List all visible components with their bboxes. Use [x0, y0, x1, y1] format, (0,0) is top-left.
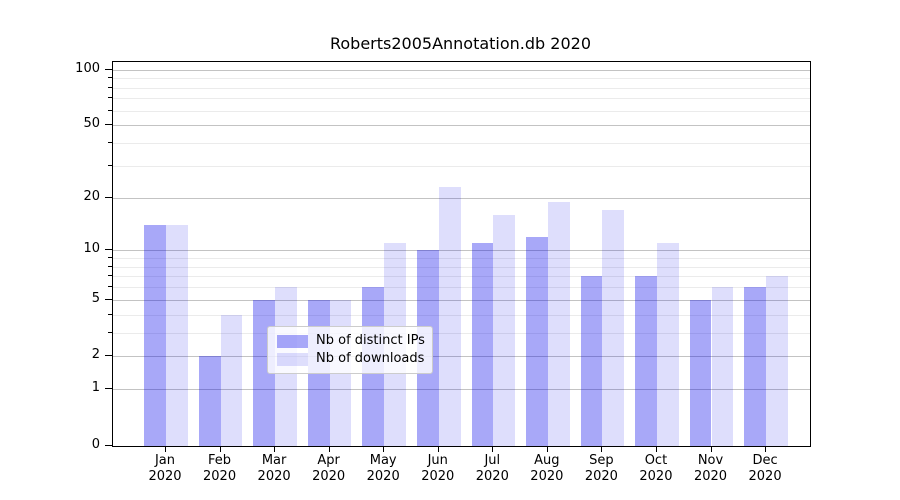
- y-minor-tick-mark: [108, 331, 112, 333]
- x-tick-label: Aug 2020: [530, 453, 564, 484]
- x-tick-label: Feb 2020: [203, 453, 237, 484]
- y-minor-tick-mark: [108, 142, 112, 144]
- y-minor-tick-mark: [108, 165, 112, 166]
- y-minor-gridline: [113, 266, 810, 268]
- x-tick-mark: [328, 446, 330, 452]
- x-tick-label: Jun 2020: [421, 453, 455, 484]
- y-minor-tick-mark: [108, 109, 112, 111]
- y-minor-gridline: [113, 98, 810, 100]
- y-minor-gridline: [113, 87, 810, 89]
- bar-downloads: [766, 276, 788, 446]
- bar-downloads: [166, 225, 188, 446]
- x-tick-label: Oct 2020: [639, 453, 673, 484]
- x-tick-mark: [765, 446, 767, 452]
- bar-downloads: [656, 243, 679, 446]
- x-tick-mark: [601, 446, 603, 452]
- y-minor-gridline: [113, 287, 810, 289]
- x-tick-label: Apr 2020: [312, 453, 346, 484]
- y-major-gridline: [113, 197, 810, 199]
- bar-downloads: [493, 214, 516, 446]
- bar-downloads: [711, 287, 734, 446]
- legend-row: Nb of downloads: [277, 351, 424, 367]
- y-minor-tick-mark: [108, 77, 112, 79]
- y-minor-gridline: [113, 78, 810, 80]
- x-tick-mark: [655, 446, 657, 452]
- bar-distinct-ips: [635, 276, 657, 446]
- x-tick-label: Jan 2020: [148, 453, 182, 484]
- y-tick-label: 0: [91, 437, 100, 452]
- x-tick-label: Sep 2020: [584, 453, 618, 484]
- x-tick-mark: [383, 446, 385, 452]
- x-tick-label: Nov 2020: [693, 453, 728, 484]
- legend-swatch-distinct-ips: [277, 334, 308, 348]
- x-tick-label: Mar 2020: [257, 453, 291, 484]
- y-minor-tick-mark: [108, 97, 112, 99]
- y-tick-mark: [105, 355, 112, 357]
- bar-downloads: [220, 314, 243, 446]
- y-minor-tick-mark: [108, 265, 112, 267]
- x-tick-mark: [219, 446, 221, 452]
- bar-distinct-ips: [689, 299, 712, 446]
- legend-label-distinct-ips: Nb of distinct IPs: [316, 333, 425, 348]
- y-minor-tick-mark: [108, 286, 112, 288]
- y-tick-mark: [105, 445, 112, 446]
- y-minor-tick-mark: [108, 275, 112, 277]
- y-major-gridline: [113, 250, 810, 252]
- bar-distinct-ips: [744, 287, 767, 446]
- bar-distinct-ips: [580, 276, 603, 446]
- legend: Nb of distinct IPs Nb of downloads: [267, 326, 433, 374]
- bar-downloads: [438, 186, 461, 446]
- bar-downloads: [547, 201, 570, 446]
- y-minor-gridline: [113, 258, 810, 260]
- y-tick-mark: [105, 196, 112, 198]
- y-minor-gridline: [113, 166, 810, 167]
- x-tick-label: May 2020: [366, 453, 400, 484]
- y-tick-label: 20: [83, 188, 100, 204]
- bar-distinct-ips: [198, 356, 221, 446]
- y-minor-gridline: [113, 110, 810, 112]
- x-tick-mark: [546, 446, 548, 452]
- x-tick-label: Dec 2020: [748, 453, 782, 484]
- x-tick-label: Jul 2020: [475, 453, 509, 484]
- y-tick-label: 2: [91, 347, 100, 363]
- x-tick-mark: [274, 446, 276, 452]
- bar-distinct-ips: [526, 236, 548, 446]
- y-tick-mark: [105, 249, 112, 251]
- y-tick-mark: [105, 68, 112, 70]
- y-minor-tick-mark: [108, 86, 112, 88]
- y-tick-label: 100: [75, 60, 100, 76]
- bar-downloads: [602, 210, 625, 446]
- legend-row: Nb of distinct IPs: [277, 333, 425, 349]
- y-tick-label: 50: [83, 116, 100, 132]
- y-minor-tick-mark: [108, 313, 112, 315]
- y-tick-mark: [105, 388, 112, 390]
- x-tick-mark: [437, 446, 439, 452]
- y-tick-label: 5: [91, 290, 100, 306]
- y-minor-gridline: [113, 143, 810, 145]
- y-major-gridline: [113, 69, 810, 71]
- y-minor-gridline: [113, 314, 810, 316]
- x-tick-mark: [492, 446, 494, 452]
- x-tick-mark: [710, 446, 712, 452]
- x-tick-mark: [165, 446, 166, 452]
- bar-distinct-ips: [471, 243, 494, 446]
- y-major-gridline: [113, 356, 810, 358]
- y-major-gridline: [113, 299, 810, 301]
- y-tick-mark: [105, 124, 112, 126]
- y-minor-tick-mark: [108, 257, 112, 259]
- y-tick-label: 1: [91, 380, 100, 396]
- legend-swatch-downloads: [277, 352, 308, 366]
- legend-label-downloads: Nb of downloads: [316, 351, 425, 366]
- y-minor-gridline: [113, 332, 810, 334]
- y-major-gridline: [113, 125, 810, 127]
- y-major-gridline: [113, 389, 810, 391]
- y-tick-label: 10: [83, 241, 100, 257]
- bar-distinct-ips: [144, 225, 166, 446]
- y-tick-mark: [105, 298, 112, 300]
- plot-area: [112, 61, 811, 447]
- y-minor-gridline: [113, 276, 810, 278]
- chart-title: Roberts2005Annotation.db 2020: [329, 34, 592, 53]
